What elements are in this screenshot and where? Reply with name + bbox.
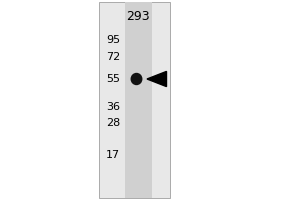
Text: 28: 28 (106, 118, 120, 128)
Text: 17: 17 (106, 150, 120, 160)
Text: 293: 293 (126, 10, 150, 23)
Text: 95: 95 (106, 35, 120, 45)
Text: 36: 36 (106, 102, 120, 112)
Bar (99, 2, 170, 198)
Polygon shape (147, 71, 167, 87)
Bar (124, 2, 152, 198)
Text: 72: 72 (106, 52, 120, 62)
Ellipse shape (131, 73, 142, 84)
Text: 55: 55 (106, 74, 120, 84)
